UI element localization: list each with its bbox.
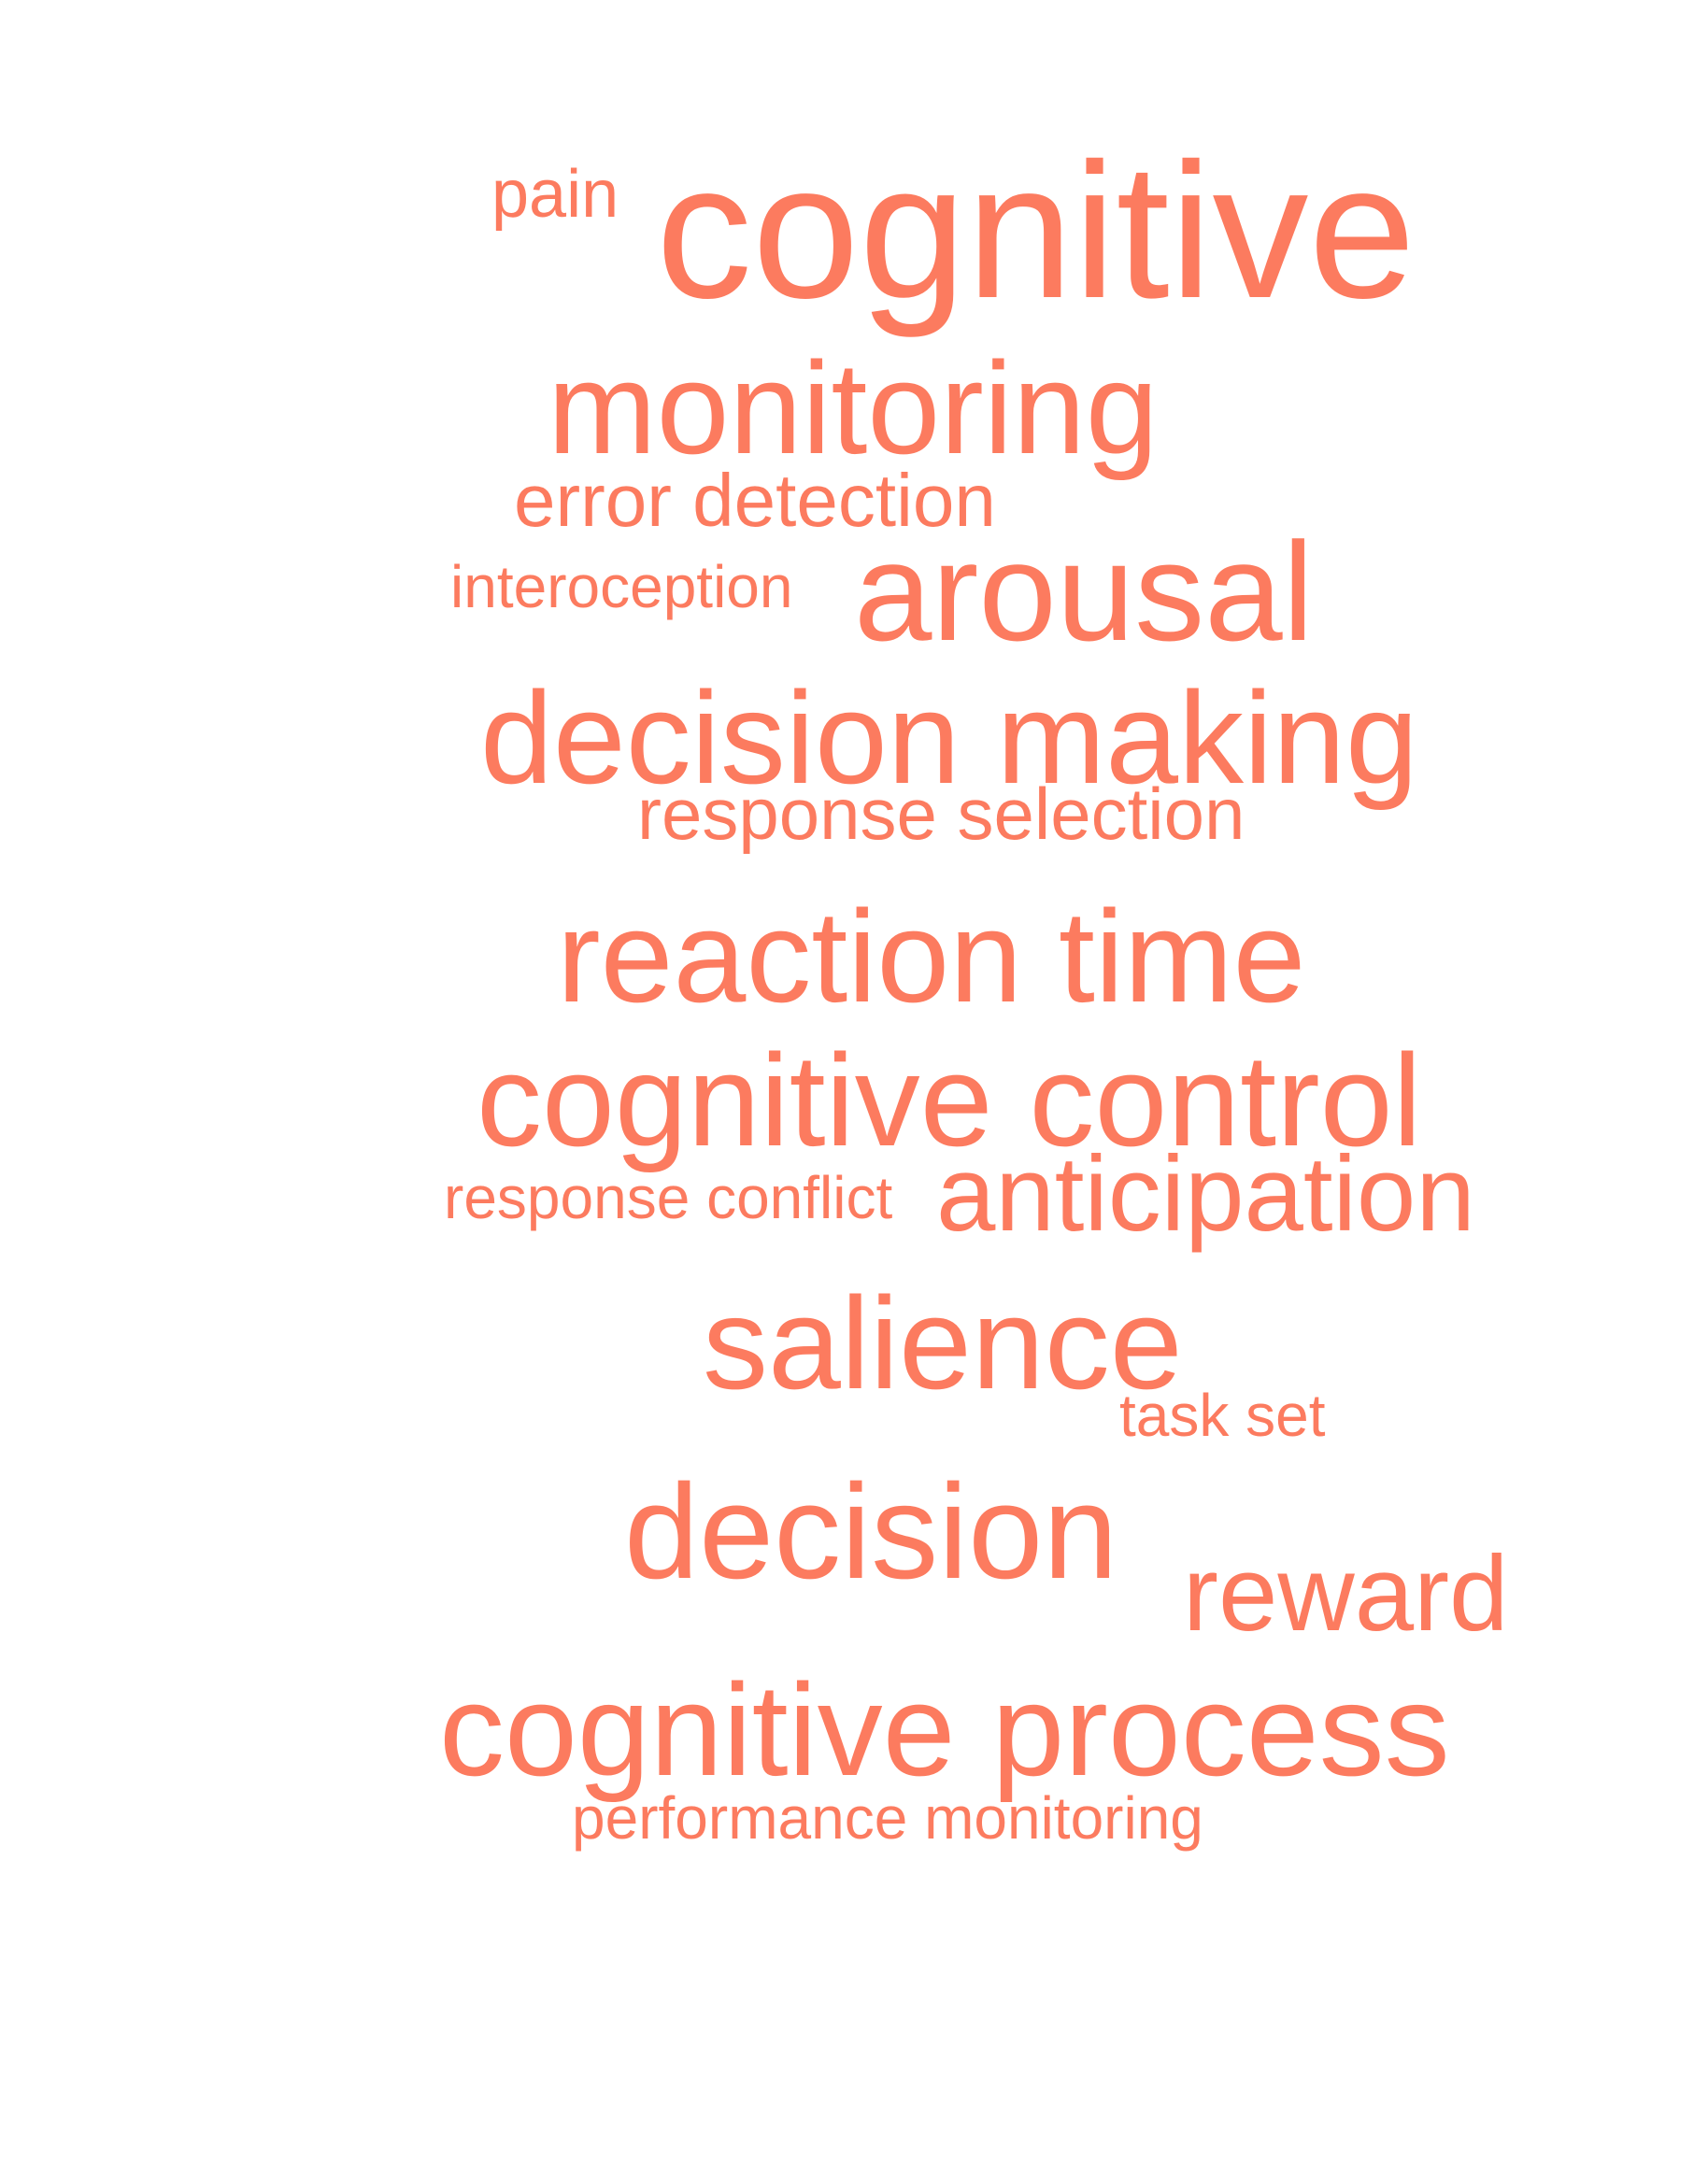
word-reaction-time: reaction time: [557, 883, 1306, 1029]
word-cognitive-process: cognitive process: [439, 1656, 1450, 1803]
word-cognitive-control: cognitive control: [477, 1027, 1422, 1173]
word-anticipation: anticipation: [936, 1135, 1475, 1254]
word-reward: reward: [1183, 1535, 1509, 1654]
word-decision: decision: [624, 1456, 1118, 1607]
word-response-selection: response selection: [637, 773, 1245, 855]
word-monitoring: monitoring: [548, 334, 1159, 481]
word-decision-making: decision making: [480, 664, 1418, 811]
word-performance-monitoring: performance monitoring: [572, 1784, 1203, 1852]
word-salience: salience: [703, 1270, 1183, 1416]
word-error-detection: error detection: [514, 459, 996, 542]
word-response-conflict: response conflict: [444, 1164, 893, 1231]
word-pain: pain: [491, 157, 619, 232]
word-arousal: arousal: [854, 513, 1314, 670]
word-task-set: task set: [1119, 1382, 1326, 1449]
word-cognitive: cognitive: [656, 123, 1416, 338]
word-interoception: interoception: [450, 553, 793, 620]
